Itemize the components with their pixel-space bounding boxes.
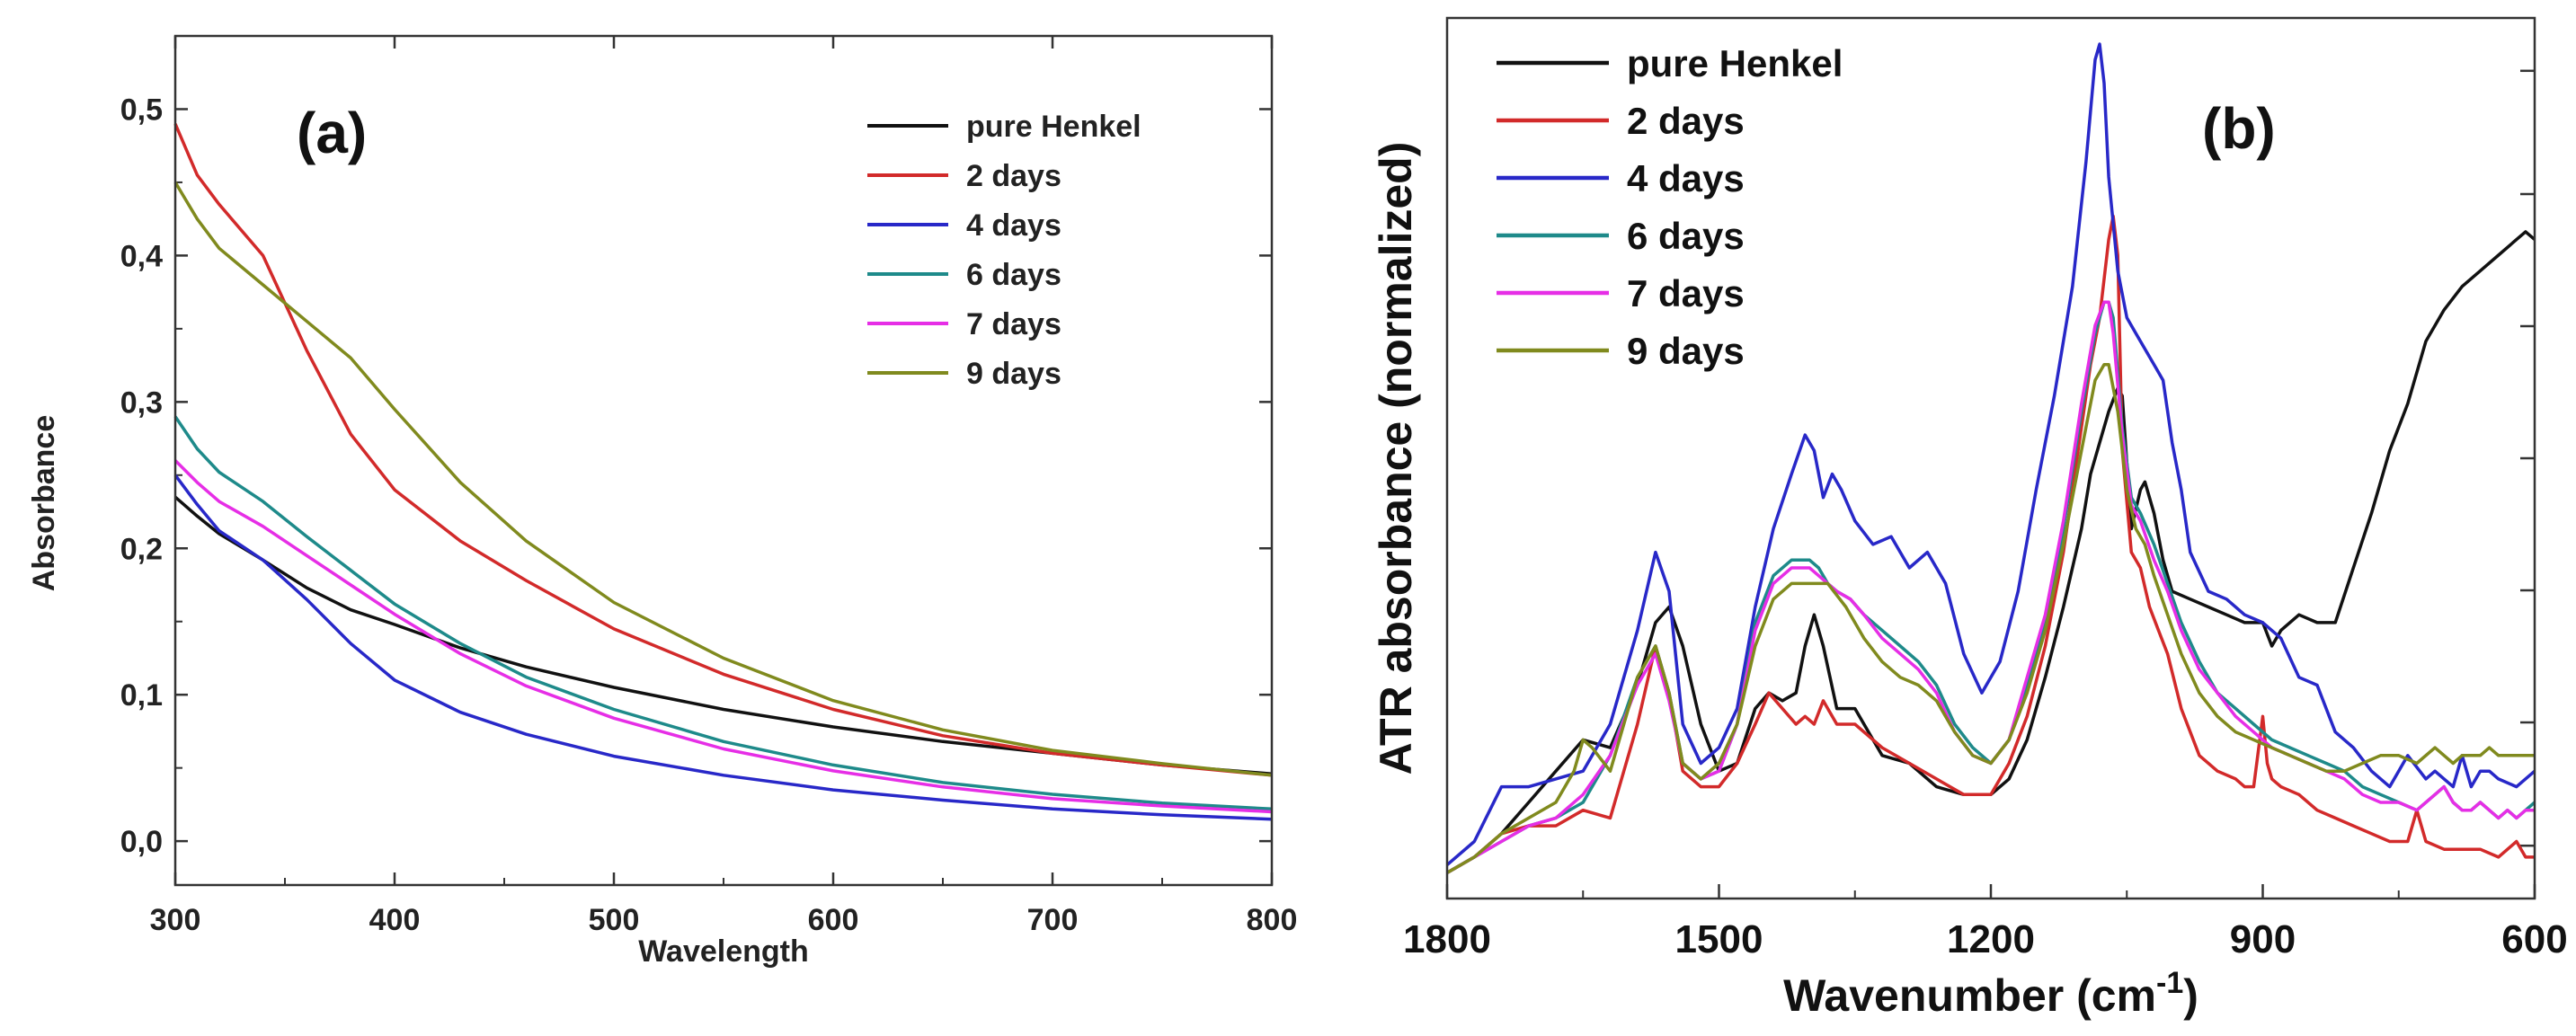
panel-b-series-line-9-days (1446, 363, 2535, 874)
panel-a-ytick-label: 0,3 (120, 385, 163, 420)
panel-b-xtick-label: 900 (2230, 917, 2296, 961)
panel-a-ylabel: Absorbance (27, 415, 61, 592)
panel-b-xtick-label: 1500 (1675, 917, 1763, 961)
panel-a-legend-label-pure-henkel: pure Henkel (966, 110, 1141, 144)
panel-a-legend-label-6-days: 6 days (966, 258, 1061, 292)
panel-a: 300 400 500 600 700 800 0,0 0,1 0,2 0,3 0,4 0,5 (a)… (27, 34, 1298, 969)
panel-a-xlabel: Wavelength (638, 934, 809, 969)
panel-b-xtick-label: 1200 (1947, 917, 2035, 961)
panel-a-xtick-label: 300 (150, 903, 201, 937)
panel-a-series-line-7-days (173, 459, 1273, 814)
panel-b-xlabel-main: Wavenumber (cm (1783, 970, 2156, 1021)
panel-b-legend-label-pure-henkel: pure Henkel (1627, 42, 1843, 84)
panel-b-xtick-label: 600 (2501, 917, 2567, 961)
panel-b-legend-label-9-days: 9 days (1627, 330, 1745, 372)
panel-a-xtick-label: 400 (369, 903, 421, 937)
panel-a-legend-label-4-days: 4 days (966, 208, 1061, 243)
panel-b-legend-label-6-days: 6 days (1627, 215, 1745, 257)
panel-a-frame (173, 34, 1274, 887)
panel-b-frame (1445, 16, 2536, 900)
panel-a-legend-label-9-days: 9 days (966, 357, 1061, 391)
panel-b-series (1445, 42, 2536, 874)
panel-a-label: (a) (297, 101, 367, 165)
panel-a-xtick-label: 800 (1247, 903, 1298, 937)
panel-a-series-line-9-days (173, 182, 1273, 777)
panel-b-ticks: 1800 1500 1200 900 600 (1403, 69, 2568, 961)
panel-b-xlabel: Wavenumber (cm-1) (1783, 966, 2198, 1021)
panel-b-label: (b) (2202, 96, 2276, 161)
panel-b-legend-label-2-days: 2 days (1627, 100, 1745, 142)
panel-a-series-line-4-days (173, 474, 1273, 821)
panel-b-legend-label-4-days: 4 days (1627, 157, 1745, 199)
panel-b-series-line-pure-henkel (1446, 230, 2536, 874)
panel-a-series-line-6-days (173, 415, 1273, 811)
panel-a-xtick-label: 700 (1027, 903, 1079, 937)
panel-a-ytick-label: 0,1 (120, 678, 163, 713)
panel-a-xtick-label: 600 (808, 903, 859, 937)
panel-a-legend-label-2-days: 2 days (966, 159, 1061, 193)
panel-a-ticks: 300 400 500 600 700 800 0,0 0,1 0,2 0,3 0,4 0,5 (120, 36, 1298, 937)
panel-a-legend: pure Henkel 2 days 4 days 6 days 7 days 9 day… (867, 110, 1141, 391)
panel-b-xtick-label: 1800 (1403, 917, 1491, 961)
panel-a-ytick-label: 0,0 (120, 825, 163, 859)
panel-b-xlabel-end: ) (2183, 970, 2198, 1021)
panel-b-series-line-4-days (1445, 42, 2536, 866)
panel-b-ylabel: ATR absorbance (normalized) (1371, 142, 1421, 775)
panel-a-ytick-label: 0,5 (120, 93, 163, 127)
panel-a-legend-label-7-days: 7 days (966, 307, 1061, 341)
panel-b-legend: pure Henkel 2 days 4 days 6 days 7 days 9 day… (1497, 42, 1843, 372)
panel-b-xlabel-sup: -1 (2156, 966, 2183, 1000)
panel-b-legend-label-7-days: 7 days (1627, 272, 1745, 314)
panel-a-xtick-label: 500 (589, 903, 640, 937)
panel-b: 1800 1500 1200 900 600 (b) Wavenumber (cm-1)… (1371, 16, 2568, 1021)
panel-a-series (173, 123, 1273, 821)
panel-a-ytick-label: 0,2 (120, 532, 163, 566)
panel-b-series-line-2-days (1446, 214, 2535, 874)
panel-a-ytick-label: 0,4 (120, 239, 163, 273)
panel-b-series-line-7-days (1446, 300, 2535, 874)
panel-a-series-line-2-days (173, 123, 1273, 777)
